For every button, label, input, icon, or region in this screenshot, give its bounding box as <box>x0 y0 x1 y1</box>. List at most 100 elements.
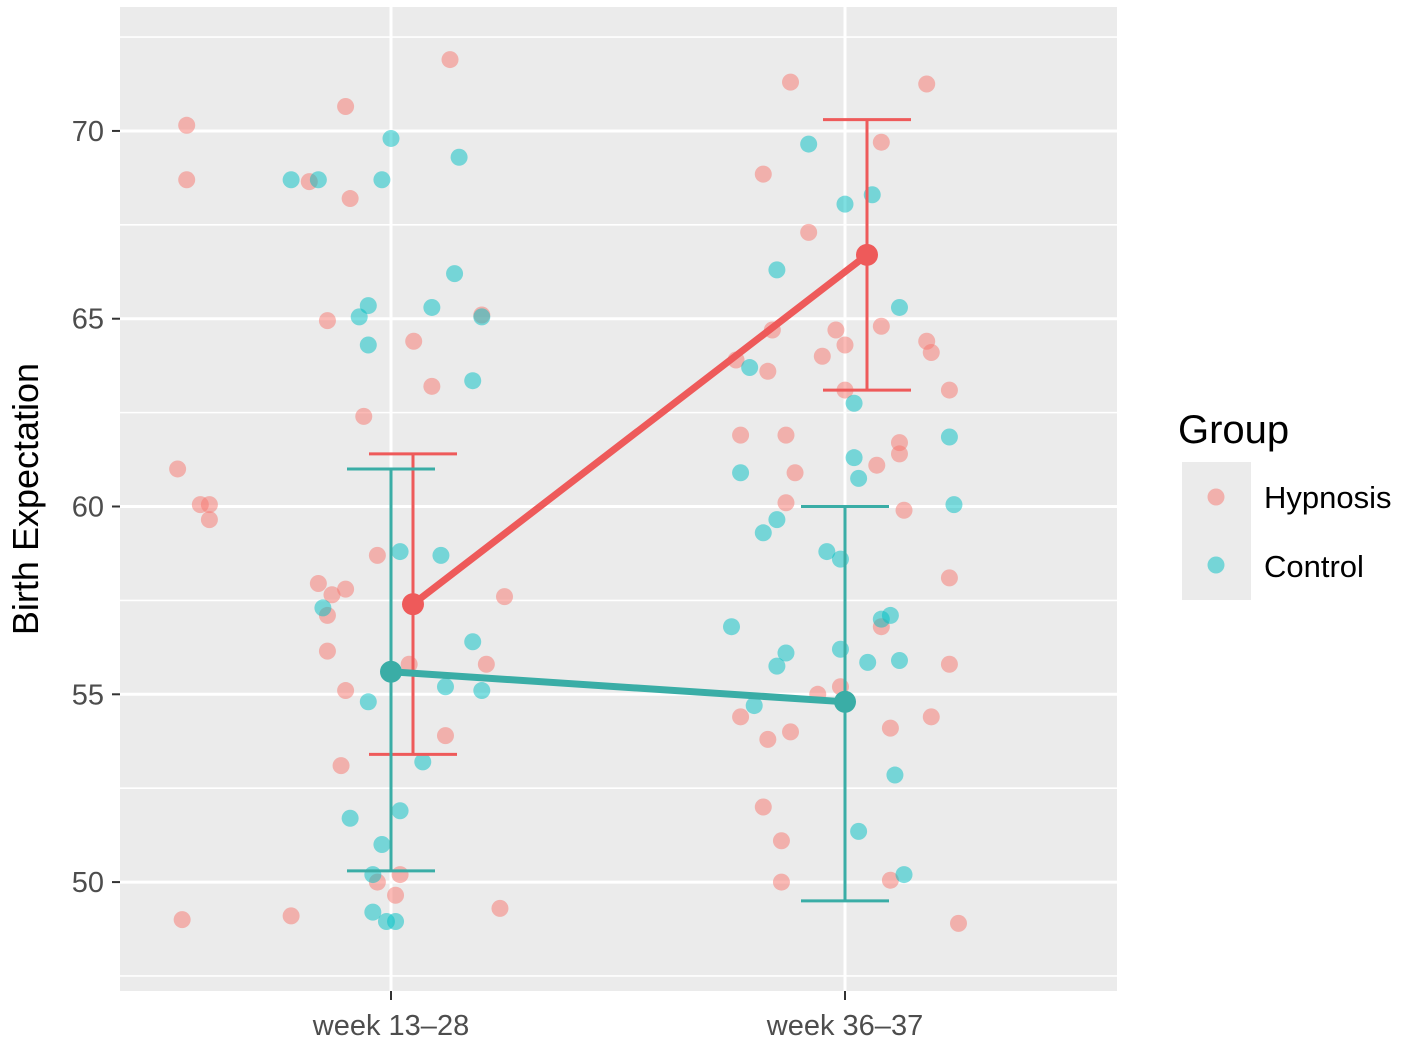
control-mean-point <box>380 660 402 683</box>
mean-points <box>380 243 878 713</box>
hypnosis-point <box>282 907 300 925</box>
control-point <box>473 308 491 326</box>
control-point <box>382 129 400 147</box>
hypnosis-point <box>732 426 750 444</box>
hypnosis-point <box>309 575 327 593</box>
hypnosis-point <box>782 723 800 741</box>
hypnosis-point <box>732 708 750 726</box>
y-tick-label: 50 <box>72 867 104 899</box>
control-point <box>414 753 432 771</box>
x-tick-label: week 36–37 <box>766 1010 923 1042</box>
control-point <box>881 606 899 624</box>
control-point <box>850 822 868 840</box>
hypnosis-point <box>337 98 355 116</box>
hypnosis-point <box>940 381 958 399</box>
control-point <box>341 809 359 827</box>
legend: Group Hypnosis Control <box>1178 408 1392 600</box>
control-point <box>768 657 786 675</box>
hypnosis-point <box>868 456 886 474</box>
hypnosis-point <box>940 569 958 587</box>
control-point <box>859 653 877 671</box>
hypnosis-point <box>169 460 187 478</box>
control-point <box>890 298 908 316</box>
control-point <box>800 135 818 153</box>
hypnosis-point <box>872 133 890 151</box>
hypnosis-point <box>777 426 795 444</box>
x-tick-label: week 13–28 <box>312 1010 469 1042</box>
control-point <box>723 618 740 636</box>
hypnosis-point <box>782 73 800 91</box>
jitter-points <box>169 51 967 932</box>
control-point <box>423 298 441 316</box>
control-point <box>387 913 405 931</box>
y-tick-label: 65 <box>72 304 104 336</box>
legend-title: Group <box>1178 408 1289 452</box>
hypnosis-point <box>178 171 196 189</box>
control-point <box>450 148 468 166</box>
hypnosis-mean-point <box>856 243 878 266</box>
control-point <box>845 394 863 412</box>
control-point <box>945 496 963 514</box>
control-point <box>432 546 450 564</box>
y-axis-title: Birth Expectation <box>5 363 46 635</box>
control-point <box>850 469 868 487</box>
hypnosis-point <box>318 642 336 660</box>
hypnosis-point <box>836 336 854 354</box>
hypnosis-point <box>940 655 958 673</box>
hypnosis-mean-point <box>402 593 424 616</box>
hypnosis-point <box>477 655 495 673</box>
grid-minor <box>120 36 1117 977</box>
control-point <box>741 359 759 377</box>
mean-lines <box>387 251 871 706</box>
hypnosis-point <box>323 586 341 604</box>
hypnosis-point <box>881 719 899 737</box>
hypnosis-point <box>405 332 423 350</box>
control-point <box>836 195 854 213</box>
control-point <box>818 543 836 561</box>
y-tick-label: 70 <box>72 116 104 148</box>
control-point <box>373 171 391 189</box>
hypnosis-point <box>436 727 454 745</box>
control-point <box>732 464 750 482</box>
control-point <box>359 297 377 315</box>
hypnosis-point <box>337 580 355 598</box>
hypnosis-point <box>491 899 509 917</box>
control-point <box>373 836 391 854</box>
legend-key-control <box>1207 556 1225 574</box>
control-point <box>895 866 913 884</box>
hypnosis-point <box>772 873 790 891</box>
hypnosis-point <box>800 223 818 241</box>
control-point <box>890 651 908 669</box>
control-point <box>314 599 332 617</box>
control-mean-point <box>834 690 856 713</box>
hypnosis-point <box>178 116 196 134</box>
hypnosis-point <box>890 445 908 463</box>
hypnosis-point <box>391 866 409 884</box>
hypnosis-point <box>950 914 967 932</box>
hypnosis-point <box>368 546 386 564</box>
hypnosis-point <box>200 496 218 514</box>
hypnosis-point <box>827 321 845 339</box>
control-point <box>350 308 368 326</box>
control-point <box>364 903 382 921</box>
control-point <box>391 802 409 820</box>
hypnosis-point <box>922 708 940 726</box>
legend-label-control: Control <box>1264 549 1364 584</box>
hypnosis-point <box>918 75 936 93</box>
control-point <box>768 261 786 279</box>
control-point <box>364 866 382 884</box>
hypnosis-point <box>786 464 804 482</box>
control-point <box>745 697 763 715</box>
hypnosis-point <box>441 51 459 69</box>
control-point <box>391 543 409 561</box>
control-point <box>777 644 795 662</box>
control-point <box>473 682 491 700</box>
hypnosis-point <box>173 911 191 929</box>
hypnosis-point <box>355 407 373 425</box>
control-point <box>282 171 300 189</box>
hypnosis-point <box>318 312 336 330</box>
hypnosis-point <box>423 377 441 395</box>
legend-label-hypnosis: Hypnosis <box>1264 480 1392 515</box>
axes: 50 55 60 65 70 week 13–28 week 36–37 <box>72 116 923 1042</box>
